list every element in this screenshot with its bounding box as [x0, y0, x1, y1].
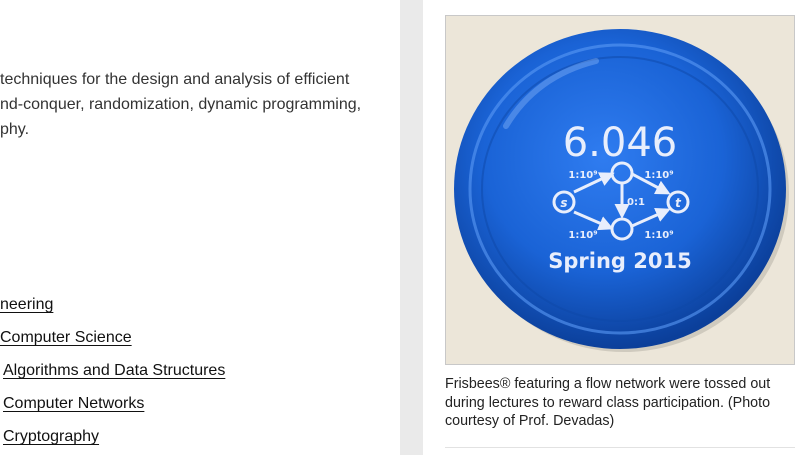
sidebar-figure: 6.046 s t 1:10⁹ 1:10⁹ 0:1 1:10⁹ 1:10⁹ Sp…: [423, 0, 808, 455]
edge-label-bottom-t: 1:10⁹: [644, 230, 673, 241]
column-divider: [400, 0, 423, 455]
topic-cryptography-link[interactable]: Cryptography: [3, 428, 100, 445]
topic-computer-science-link[interactable]: Computer Science: [0, 329, 132, 346]
description-line-1: techniques for the design and analysis o…: [0, 71, 350, 88]
description-line-3: phy.: [0, 121, 30, 138]
source-node: [552, 190, 576, 214]
edge-label-top-t: 1:10⁹: [644, 170, 673, 181]
sink-node: [666, 190, 690, 214]
photo-caption: Frisbees® featuring a flow network were …: [445, 376, 771, 429]
topics-list: neering Computer Science Algorithms and …: [0, 288, 400, 453]
bottom-node: [610, 217, 634, 241]
description-line-2: nd-conquer, randomization, dynamic progr…: [0, 96, 362, 113]
course-description: techniques for the design and analysis o…: [0, 67, 400, 142]
top-node: [610, 161, 634, 185]
sink-label: t: [675, 196, 682, 210]
edge-label-middle: 0:1: [627, 197, 645, 208]
topic-algorithms-link[interactable]: Algorithms and Data Structures: [3, 362, 226, 379]
frisbee-title: 6.046: [563, 120, 678, 166]
frisbee-subtitle: Spring 2015: [548, 249, 691, 273]
frisbee-photo: 6.046 s t 1:10⁹ 1:10⁹ 0:1 1:10⁹ 1:10⁹ Sp…: [445, 15, 795, 365]
caption-divider: [445, 447, 795, 448]
topic-engineering-link[interactable]: neering: [0, 296, 54, 313]
frisbee-illustration: 6.046 s t 1:10⁹ 1:10⁹ 0:1 1:10⁹ 1:10⁹ Sp…: [446, 16, 794, 364]
source-label: s: [560, 196, 567, 210]
edge-label-s-top: 1:10⁹: [568, 170, 597, 181]
main-content: techniques for the design and analysis o…: [0, 0, 400, 455]
edge-label-s-bottom: 1:10⁹: [568, 230, 597, 241]
topic-computer-networks-link[interactable]: Computer Networks: [3, 395, 145, 412]
